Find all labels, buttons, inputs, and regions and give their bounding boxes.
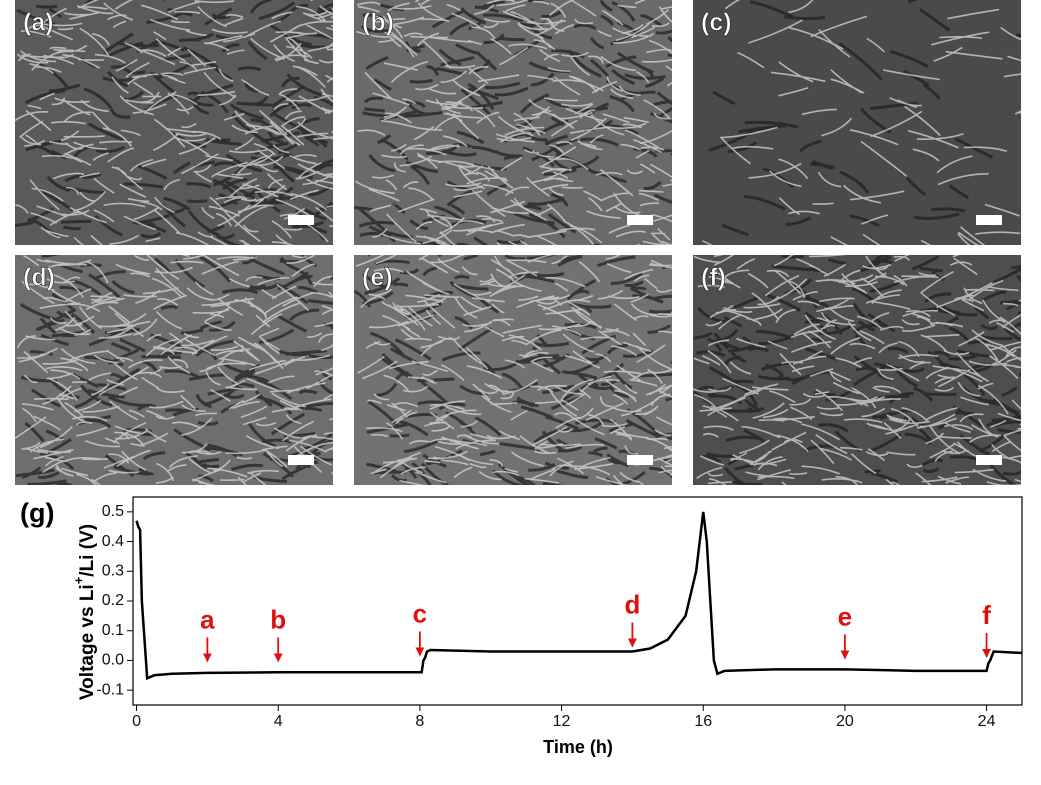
panel-label: (d) (23, 264, 55, 292)
scale-bar (288, 215, 314, 225)
x-tick-label: 16 (694, 713, 712, 730)
panel-label: (g) (20, 498, 54, 528)
annotation-label: d (624, 589, 640, 619)
y-label-part: Voltage vs Li (77, 584, 98, 700)
x-tick-label: 0 (132, 713, 141, 730)
y-label-part: /Li (V) (77, 524, 98, 577)
panel-label: (b) (362, 9, 394, 37)
y-tick-label: 0.4 (102, 533, 124, 550)
annotation-label: c (413, 598, 427, 628)
annotation-label: e (838, 601, 852, 631)
y-axis-label: Voltage vs Li+/Li (V) (71, 524, 98, 700)
sem-image: (e) (354, 245, 701, 501)
scale-bar (976, 215, 1002, 225)
scale-bar (288, 455, 314, 465)
x-axis-label: Time (h) (543, 737, 613, 757)
annotation-label: b (270, 604, 286, 634)
panel-label: (a) (23, 9, 54, 37)
y-tick-label: 0.5 (102, 503, 124, 520)
x-tick-label: 12 (553, 713, 571, 730)
scale-bar (627, 215, 653, 225)
sem-image: (d) (15, 252, 365, 505)
y-tick-label: 0.1 (102, 622, 124, 639)
y-tick-label: 0.2 (102, 592, 124, 609)
y-tick-label: -0.1 (96, 681, 124, 698)
panel-label: (f) (701, 264, 726, 292)
panel-label: (e) (362, 264, 393, 292)
annotation-label: a (200, 604, 215, 634)
scale-bar (627, 455, 653, 465)
scale-bar (976, 455, 1002, 465)
annotation-label: f (982, 600, 991, 630)
sem-image: (a) (15, 0, 366, 266)
y-tick-label: 0.3 (102, 563, 124, 580)
sem-image: (f) (693, 244, 1041, 498)
x-tick-label: 20 (836, 713, 854, 730)
panel-label: (c) (701, 9, 732, 37)
y-tick-label: 0.0 (102, 652, 124, 669)
sem-image: (c) (693, 0, 1041, 273)
x-tick-label: 4 (274, 713, 283, 730)
sem-image: (b) (354, 0, 706, 269)
x-tick-label: 24 (978, 713, 996, 730)
plot-frame (133, 497, 1022, 705)
x-tick-label: 8 (415, 713, 424, 730)
